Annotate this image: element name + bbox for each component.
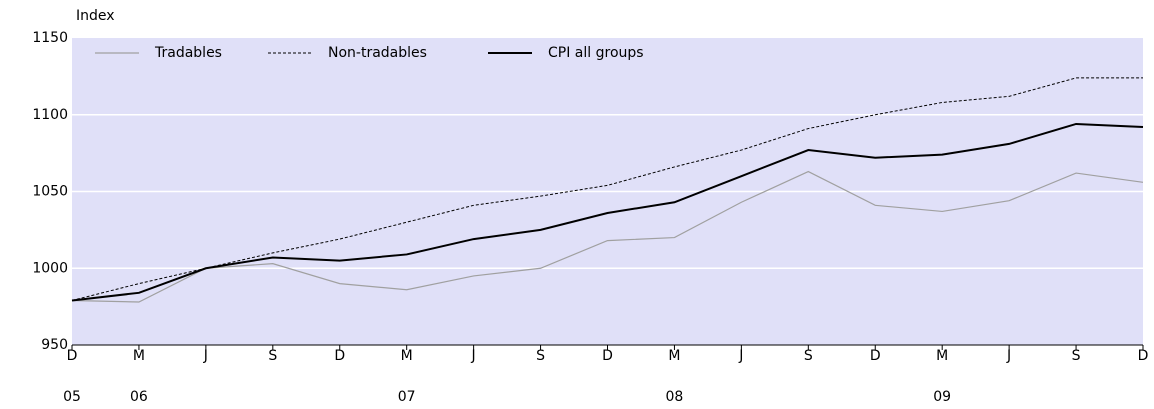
x-tick-label: M xyxy=(401,348,413,364)
legend-label: CPI all groups xyxy=(548,45,644,61)
x-tick-label: J xyxy=(471,348,476,364)
y-tick-label: 1150 xyxy=(32,30,68,46)
x-year-label: 07 xyxy=(398,389,416,405)
x-tick-label: D xyxy=(870,348,881,364)
x-tick-label: J xyxy=(738,348,743,364)
y-axis-label: Index xyxy=(76,8,115,24)
legend-label: Non-tradables xyxy=(328,45,427,61)
x-tick-label: J xyxy=(1006,348,1011,364)
x-tick-label: S xyxy=(1072,348,1081,364)
series-line xyxy=(71,77,1143,301)
x-year-label: 06 xyxy=(130,389,148,405)
y-tick-label: 950 xyxy=(41,337,68,353)
x-tick-label: S xyxy=(804,348,813,364)
x-tick-label: D xyxy=(1138,348,1149,364)
x-tick-label: D xyxy=(334,348,345,364)
y-tick-label: 1100 xyxy=(32,107,68,123)
x-tick-label: S xyxy=(268,348,277,364)
series-line xyxy=(71,122,1144,302)
x-tick-label: M xyxy=(133,348,145,364)
x-year-label: 09 xyxy=(933,389,951,405)
x-tick-label: D xyxy=(602,348,613,364)
y-tick-label: 1000 xyxy=(32,260,68,276)
legend-label: Tradables xyxy=(154,45,222,61)
y-tick-label: 1050 xyxy=(32,184,68,200)
x-tick-label: D xyxy=(67,348,78,364)
x-year-label: 08 xyxy=(666,389,684,405)
x-year-label: 05 xyxy=(63,389,81,405)
x-tick-label: M xyxy=(936,348,948,364)
x-tick-label: J xyxy=(203,348,208,364)
x-tick-label: M xyxy=(668,348,680,364)
x-tick-label: S xyxy=(536,348,545,364)
series-line xyxy=(71,170,1144,303)
